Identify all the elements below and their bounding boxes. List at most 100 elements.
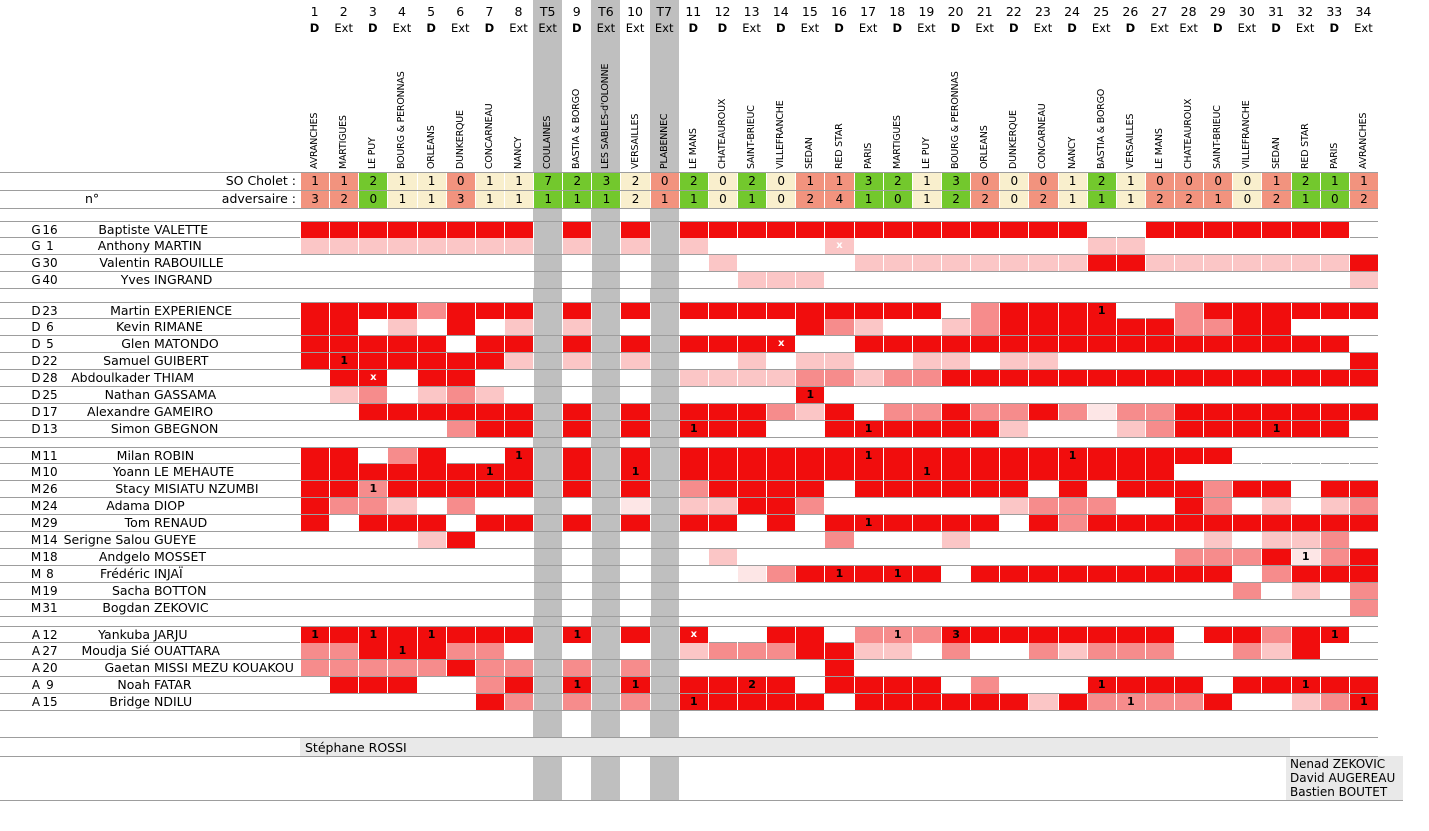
match-number-cell[interactable]: 30 [1238,3,1255,19]
player-first-name[interactable]: Adama [106,498,150,513]
appearance-cell[interactable] [970,532,999,548]
appearance-cell[interactable] [620,627,650,643]
appearance-cell[interactable] [678,515,708,531]
appearance-cell[interactable] [387,272,416,288]
appearance-cell[interactable] [766,660,795,676]
appearance-cell[interactable] [999,319,1029,335]
appearance-cell[interactable] [853,549,883,565]
appearance-cell[interactable] [387,464,417,480]
appearance-cell[interactable] [358,660,388,676]
appearance-cell[interactable] [1028,255,1058,271]
score-cell-home[interactable]: 0 [445,172,475,190]
venue-cell[interactable]: Ext [625,21,645,35]
appearance-cell[interactable] [940,238,970,254]
cup-cell[interactable] [591,549,621,565]
appearance-cell[interactable] [707,583,737,599]
appearance-cell[interactable]: 1 [911,464,941,480]
appearance-cell[interactable] [1115,404,1145,420]
score-cell-home[interactable]: 0 [999,172,1029,190]
appearance-cell[interactable] [824,464,854,480]
appearance-cell[interactable] [1203,583,1232,599]
appearance-cell[interactable] [1232,421,1262,437]
appearance-cell[interactable] [1057,421,1087,437]
appearance-cell[interactable] [766,583,795,599]
appearance-cell[interactable] [1028,694,1058,710]
appearance-cell[interactable] [358,694,387,710]
appearance-cell[interactable] [1174,643,1203,659]
appearance-cell[interactable] [1144,370,1175,386]
appearance-cell[interactable] [707,272,737,288]
appearance-cell[interactable] [358,387,388,403]
appearance-cell[interactable] [562,498,591,514]
appearance-cell[interactable] [940,353,971,369]
appearance-cell[interactable] [678,583,708,599]
appearance-cell[interactable] [1319,272,1349,288]
player-position[interactable]: M [30,465,42,479]
appearance-cell[interactable] [882,481,912,497]
appearance-cell[interactable] [853,583,883,599]
appearance-cell[interactable] [329,464,359,480]
appearance-cell[interactable] [300,549,329,565]
appearance-cell[interactable] [824,660,854,676]
score-cell-away[interactable]: 1 [853,190,883,208]
appearance-cell[interactable] [1261,498,1291,514]
opponent-label[interactable]: COULAINES [542,115,554,169]
cup-cell[interactable] [649,677,679,693]
appearance-cell[interactable] [474,421,504,437]
player-number[interactable]: 9 [46,678,54,692]
opponent-label[interactable]: BASTIA & BORGO [1095,88,1107,169]
player-number[interactable]: 23 [42,304,58,318]
appearance-cell[interactable] [1057,515,1087,531]
appearance-cell[interactable] [1319,387,1349,403]
appearance-cell[interactable] [824,515,854,531]
appearance-cell[interactable] [1232,515,1262,531]
match-number-cell[interactable]: 26 [1122,3,1139,19]
appearance-cell[interactable] [795,627,825,643]
appearance-cell[interactable] [1144,448,1175,464]
cup-cell[interactable] [533,660,563,676]
score-cell-home[interactable]: 2 [620,172,650,190]
appearance-cell[interactable] [999,272,1028,288]
appearance-cell[interactable] [1086,255,1116,271]
player-last-name[interactable]: DIOP [154,498,185,513]
match-number-cell[interactable]: 12 [714,3,731,19]
match-number-cell[interactable]: 16 [831,3,847,19]
appearance-cell[interactable] [1319,566,1349,582]
appearance-cell[interactable] [620,303,650,319]
appearance-cell[interactable] [1319,515,1349,531]
appearance-cell[interactable] [416,515,446,531]
appearance-cell[interactable]: 1 [1319,627,1349,643]
cup-cell[interactable] [591,566,621,582]
score-cell-home[interactable]: 2 [678,172,708,190]
score-cell-away[interactable]: 3 [300,190,330,208]
appearance-cell[interactable] [445,272,475,288]
appearance-cell[interactable] [1232,566,1261,582]
appearance-cell[interactable] [1319,498,1349,514]
appearance-cell[interactable] [940,222,971,238]
cup-cell[interactable] [591,319,621,335]
appearance-cell[interactable] [678,481,708,497]
appearance-cell[interactable] [1348,481,1378,497]
appearance-cell[interactable] [911,549,941,565]
appearance-cell[interactable] [940,498,970,514]
opponent-label[interactable]: ORLEANS [425,125,437,169]
appearance-cell[interactable]: 1 [853,515,883,531]
player-last-name[interactable]: OUATTARA [154,643,220,658]
appearance-cell[interactable] [562,549,591,565]
opponent-label[interactable]: CONCARNEAU [1037,103,1049,169]
appearance-cell[interactable] [678,448,708,464]
appearance-cell[interactable] [1174,255,1204,271]
appearance-cell[interactable] [503,627,534,643]
appearance-cell[interactable] [678,336,708,352]
appearance-cell[interactable] [562,583,591,599]
appearance-cell[interactable] [970,370,1000,386]
venue-cell[interactable]: Ext [1354,21,1373,35]
score-cell-away[interactable]: 1 [1057,190,1087,208]
score-cell-home[interactable]: 0 [1232,172,1262,190]
score-cell-home[interactable]: 1 [503,172,534,190]
appearance-cell[interactable] [999,677,1028,693]
player-position[interactable]: M [30,449,42,463]
appearance-cell[interactable] [1028,448,1058,464]
appearance-cell[interactable] [503,303,534,319]
score-cell-away[interactable]: 1 [416,190,446,208]
